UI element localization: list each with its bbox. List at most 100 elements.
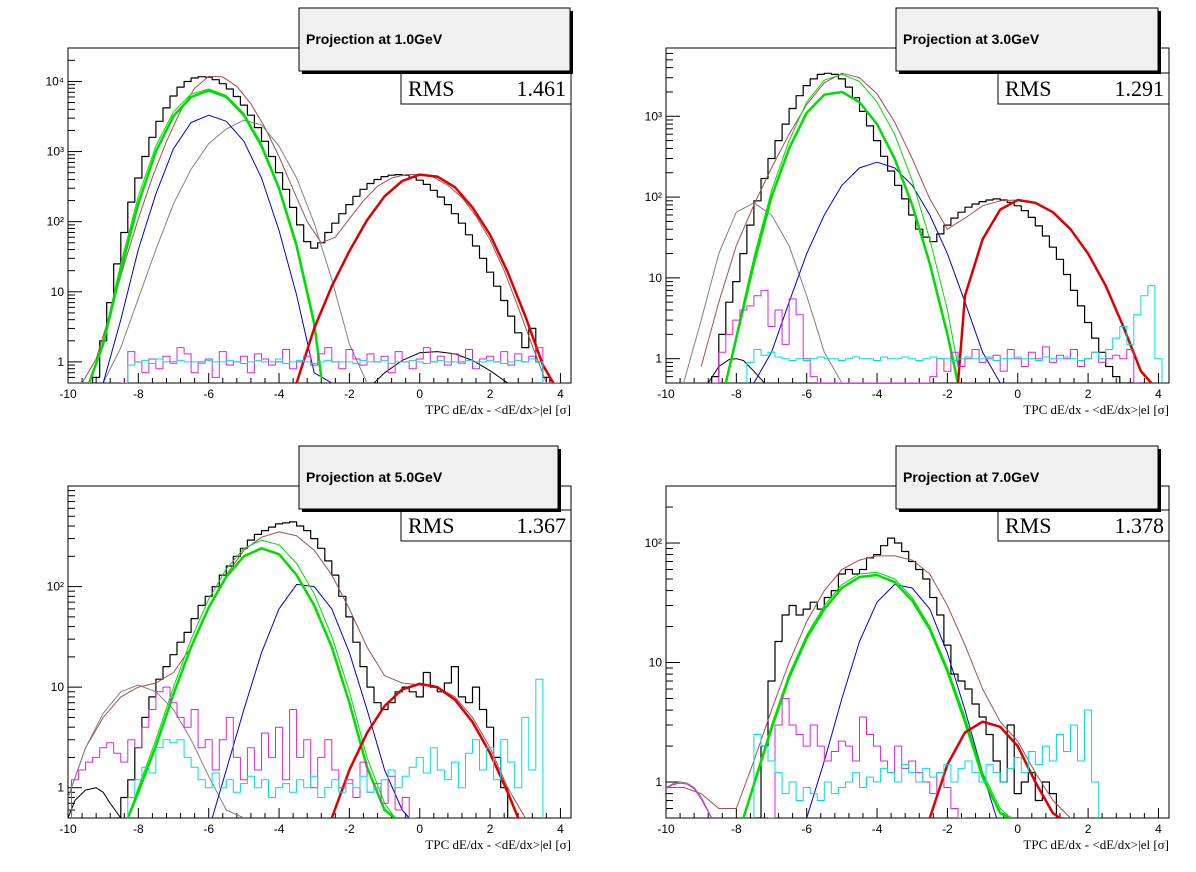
x-axis-title: TPC dE/dx - <dE/dx>|el [σ] [1023,402,1169,417]
x-tick-label: -10 [657,387,675,401]
y-tick-label: 1 [57,355,64,369]
x-tick-label: 0 [1014,387,1021,401]
x-tick-label: -10 [59,387,77,401]
histogram-10 [127,358,544,383]
y-tick-label: 10² [645,536,662,550]
x-tick-label: 2 [487,822,494,836]
y-tick-label: 10² [47,580,64,594]
fit-curve-2 [666,555,1071,818]
fit-curve-7 [295,173,555,383]
x-tick-label: -4 [872,822,883,836]
fit-curve-3 [102,119,368,383]
y-tick-label: 10² [47,215,64,229]
fit-curve-5 [211,583,410,818]
y-tick-label: 1 [57,781,64,795]
x-tick-label: -4 [872,387,883,401]
x-tick-label: -2 [942,822,953,836]
chart-panel-4: -10 -8 -6 -4 -2 0 2 4 1 10 10² TPC dE/dx - <dE/dx>|… [645,445,1170,852]
x-tick-label: -8 [731,387,742,401]
y-tick-label: 10 [51,680,65,694]
x-tick-label: 0 [416,387,423,401]
fit-curve-2 [68,531,526,818]
x-tick-label: 2 [1085,387,1092,401]
fit-curve-4 [68,787,122,818]
stats-value: 1.461 [517,76,567,101]
x-tick-label: -2 [344,822,355,836]
title-box [895,7,1159,72]
stats-value: 1.367 [517,513,567,538]
y-tick-label: 1 [655,775,662,789]
fit-curve-8 [373,351,519,383]
x-tick-label: 4 [1155,387,1162,401]
x-tick-label: -8 [731,822,742,836]
fit-curve-6 [725,73,959,383]
fit-curve-4 [102,114,333,383]
stats-box [400,72,572,105]
fit-curve-4 [666,782,713,818]
histogram-10 [127,678,544,818]
stats-label: RMS [1005,513,1051,538]
histogram-10 [746,285,1163,383]
chart-panel-1: -10 -8 -6 -4 -2 0 2 4 1 10 10² 10³ 10⁴ TPC dE/dx - <d… [45,7,573,417]
x-tick-label: -2 [344,387,355,401]
x-tick-label: -6 [801,387,812,401]
x-tick-label: 4 [557,387,564,401]
fit-curve-3 [666,781,713,818]
fit-curve-7 [742,573,1012,818]
x-tick-label: -6 [801,822,812,836]
y-tick-label: 10³ [47,145,64,159]
fit-curve-8 [928,720,1061,818]
x-tick-label: 2 [487,387,494,401]
histogram-1 [711,72,1141,383]
x-tick-label: 4 [1155,822,1162,836]
histogram-9 [711,289,1141,383]
histogram-9 [768,698,965,818]
stats-value: 1.378 [1115,513,1165,538]
y-tick-label: 10³ [645,109,662,123]
chart-panel-2: -10 -8 -6 -4 -2 0 2 4 1 10 10² 10³ TPC dE/dx - <dE/d… [645,7,1170,417]
fit-curve-5 [806,584,998,818]
fit-curve-6 [127,539,396,818]
fit-curve-6 [87,89,323,383]
chart-title: Projection at 5.0GeV [306,469,443,485]
histogram-1 [92,76,551,383]
title-box [895,445,1159,510]
fit-curve-7 [724,90,960,383]
histogram-10 [753,709,1100,818]
fit-curve-8 [330,682,520,818]
x-tick-label: -8 [133,387,144,401]
chart-title: Projection at 7.0GeV [903,469,1040,485]
y-tick-label: 1 [655,352,662,366]
x-tick-label: -6 [203,387,214,401]
stats-label: RMS [1005,76,1051,101]
y-tick-label: 10 [51,285,65,299]
histogram-1 [753,537,1064,818]
title-box [298,7,571,72]
histogram-9 [120,347,550,383]
fit-curve-2 [81,75,561,383]
x-tick-label: -8 [133,822,144,836]
x-tick-label: 0 [416,822,423,836]
chart-panel-3: -10 -8 -6 -4 -2 0 2 4 1 10 10² TPC dE/dx - <dE/dx>|… [47,445,572,852]
chart-title: Projection at 3.0GeV [903,31,1040,47]
x-tick-label: -2 [942,387,953,401]
histogram-1 [113,521,515,818]
stats-box [997,509,1170,542]
stats-label: RMS [408,76,454,101]
y-tick-label: 10⁴ [45,74,64,88]
x-axis-title: TPC dE/dx - <dE/dx>|el [σ] [1023,837,1169,852]
x-tick-label: -10 [59,822,77,836]
x-axis-title: TPC dE/dx - <dE/dx>|el [σ] [425,837,571,852]
x-tick-label: 4 [557,822,564,836]
x-tick-label: -6 [203,822,214,836]
x-tick-label: 0 [1014,822,1021,836]
fit-curve-8 [956,198,1153,383]
stats-label: RMS [408,513,454,538]
x-tick-label: -4 [274,387,285,401]
x-axis-title: TPC dE/dx - <dE/dx>|el [σ] [425,402,571,417]
y-tick-label: 10 [649,271,663,285]
x-tick-label: -10 [657,822,675,836]
stats-box [997,72,1170,105]
x-tick-label: -4 [274,822,285,836]
